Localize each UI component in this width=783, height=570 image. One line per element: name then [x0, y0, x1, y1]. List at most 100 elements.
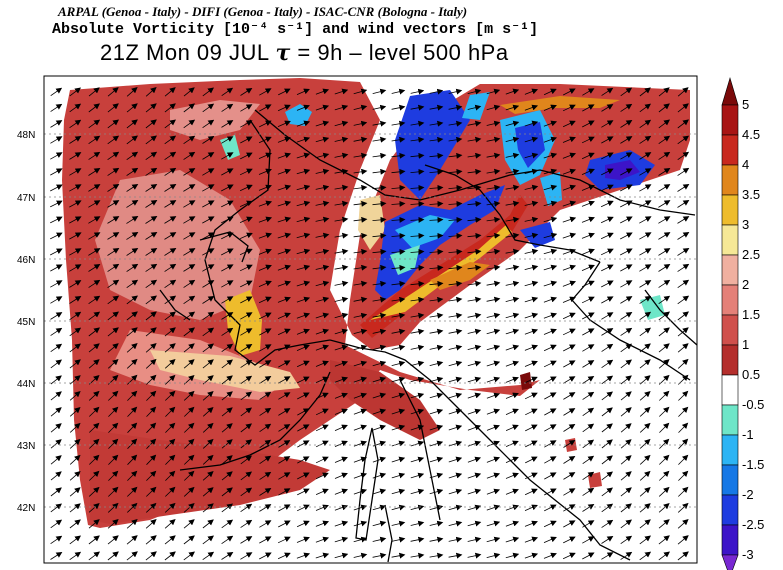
wind-vector — [69, 200, 82, 208]
wind-vector — [315, 424, 329, 432]
wind-vector — [486, 328, 501, 335]
wind-vector — [525, 408, 538, 416]
wind-vector — [88, 551, 100, 561]
wind-vector — [221, 312, 234, 320]
wind-vector — [486, 168, 501, 175]
colorbar-swatch — [721, 434, 739, 466]
wind-vector — [334, 248, 349, 255]
wind-vector — [126, 215, 139, 224]
wind-vector — [581, 264, 595, 271]
wind-vector — [601, 535, 614, 544]
wind-vector — [486, 296, 501, 303]
wind-vector — [677, 551, 689, 561]
wind-vector — [145, 358, 157, 369]
wind-vector — [410, 200, 425, 207]
wind-vector — [639, 216, 652, 224]
wind-vector — [221, 471, 233, 481]
wind-vector — [107, 183, 120, 192]
wind-vector — [429, 408, 444, 415]
wind-vector — [620, 248, 633, 256]
wind-vector — [69, 359, 81, 369]
wind-vector — [126, 551, 138, 561]
wind-vector — [50, 535, 63, 545]
wind-vector — [107, 216, 120, 224]
wind-vector — [107, 343, 119, 353]
wind-vector — [315, 152, 330, 159]
wind-vector — [126, 199, 139, 208]
wind-vector — [372, 136, 387, 143]
wind-vector — [658, 263, 671, 272]
wind-vector — [658, 486, 670, 497]
wind-vector — [486, 472, 501, 479]
wind-vector — [410, 504, 425, 511]
wind-vector — [278, 392, 291, 400]
wind-vector — [448, 328, 463, 335]
wind-vector — [372, 152, 387, 159]
wind-vector — [164, 311, 176, 321]
lat-label-46n: 46N — [17, 255, 35, 266]
wind-vector — [240, 391, 253, 401]
wind-vector — [467, 328, 482, 335]
wind-vector — [620, 168, 633, 176]
wind-vector — [563, 88, 576, 96]
wind-vector — [296, 280, 311, 287]
wind-vector — [448, 104, 463, 111]
wind-vector — [391, 488, 406, 495]
wind-vector — [448, 456, 463, 463]
wind-vector — [639, 311, 652, 321]
wind-vector — [202, 438, 214, 449]
map-plot-area — [50, 78, 697, 563]
wind-vector — [620, 264, 633, 272]
wind-vector — [658, 311, 671, 321]
wind-vector — [601, 503, 614, 513]
wind-vector — [296, 152, 311, 159]
wind-vector — [240, 120, 253, 128]
wind-vector — [486, 312, 501, 319]
wind-vector — [240, 104, 253, 112]
wind-vector — [88, 216, 101, 224]
wind-vector — [505, 136, 520, 143]
wind-vector — [505, 120, 520, 127]
wind-vector — [126, 119, 138, 129]
wind-vector — [486, 232, 501, 239]
wind-vector — [429, 296, 444, 303]
wind-vector — [107, 167, 120, 176]
wind-vector — [562, 168, 577, 175]
wind-vector — [562, 152, 577, 159]
wind-vector — [107, 519, 119, 529]
wind-vector — [639, 438, 651, 449]
wind-vector — [69, 535, 81, 545]
wind-vector — [601, 296, 614, 304]
wind-vector — [240, 359, 253, 368]
wind-vector — [486, 152, 501, 159]
wind-vector — [658, 103, 670, 113]
wind-vector — [562, 552, 576, 560]
wind-vector — [89, 406, 100, 417]
wind-vector — [658, 151, 671, 160]
wind-vector — [543, 136, 558, 143]
wind-vector — [372, 312, 387, 319]
wind-vector — [202, 135, 215, 144]
wind-vector — [410, 120, 425, 127]
wind-vector — [410, 552, 425, 559]
wind-vector — [582, 455, 595, 465]
wind-vector — [563, 488, 576, 496]
wind-vector — [620, 471, 632, 481]
wind-vector — [334, 328, 349, 335]
wind-vector — [221, 359, 233, 369]
wind-vector — [202, 87, 214, 97]
wind-vector — [639, 535, 652, 545]
wind-vector — [315, 392, 329, 400]
wind-vector — [315, 296, 330, 303]
wind-vector — [486, 408, 501, 415]
wind-vector — [258, 200, 273, 207]
wind-vector — [296, 264, 311, 271]
wind-vector — [145, 295, 157, 305]
wind-vector — [505, 280, 520, 287]
wind-vector — [467, 376, 482, 383]
wind-vector — [372, 88, 387, 95]
wind-vector — [221, 248, 234, 256]
wind-vector — [600, 232, 614, 240]
wind-vector — [429, 312, 444, 319]
wind-vector — [221, 455, 233, 465]
